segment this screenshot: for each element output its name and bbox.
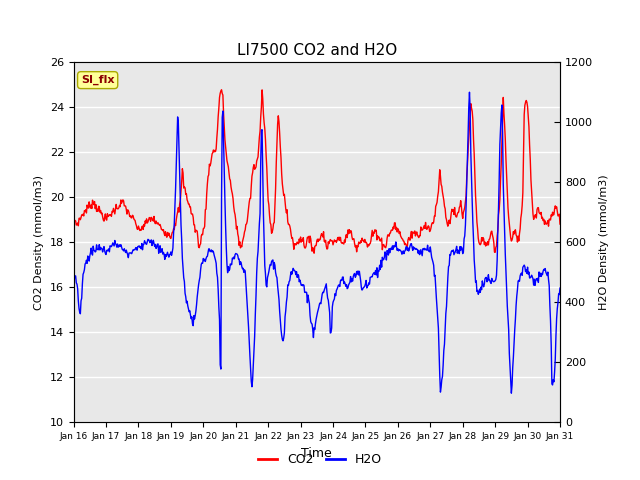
Title: LI7500 CO2 and H2O: LI7500 CO2 and H2O — [237, 44, 397, 59]
Y-axis label: CO2 Density (mmol/m3): CO2 Density (mmol/m3) — [34, 175, 44, 310]
Text: SI_flx: SI_flx — [81, 75, 115, 85]
Y-axis label: H2O Density (mmol/m3): H2O Density (mmol/m3) — [598, 175, 609, 310]
Legend: CO2, H2O: CO2, H2O — [253, 448, 387, 471]
X-axis label: Time: Time — [301, 447, 332, 460]
